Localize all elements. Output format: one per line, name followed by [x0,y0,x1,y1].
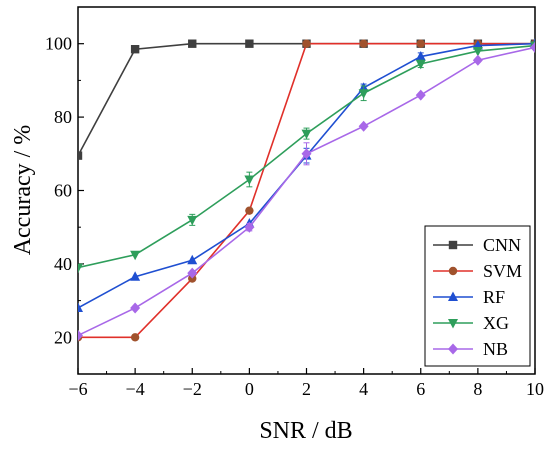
legend: CNN SVM RF XG NB [424,225,531,367]
data-point-nb [472,54,483,66]
data-point-svm [416,39,425,48]
data-point-nb [415,89,426,101]
series-nb [78,41,535,341]
legend-label: CNN [483,235,521,255]
series-layer [78,38,535,342]
legend-item-nb: NB [433,339,508,359]
legend-item-svm: SVM [433,261,522,281]
data-point-nb [530,41,535,53]
data-point-svm [302,39,311,48]
y-tick-label: 60 [54,181,72,201]
data-point-xg [78,263,83,274]
x-tick-label: −6 [68,379,87,399]
data-point-xg [358,89,369,99]
data-point-rf [415,51,426,61]
plot-area: −6 −4 −2 0 2 4 6 8 10 20 40 60 80 100 CNN SVM RF XG NB [45,6,544,399]
data-point-rf [78,302,83,312]
series-svm [78,39,535,342]
x-tick-label: 2 [302,379,311,399]
data-point-nb [130,302,141,314]
data-point-rf [187,254,198,265]
x-tick-label: 4 [359,379,368,399]
data-point-nb [187,267,198,279]
data-point-xg [130,250,141,261]
data-point-nb [358,120,369,132]
data-point-nb [244,221,255,233]
legend-marker [448,319,458,329]
x-tick-label: 0 [245,379,254,399]
data-point-rf [130,271,141,281]
x-tick-label: 10 [526,379,544,399]
data-point-cnn [245,39,254,48]
legend-marker [448,343,458,355]
legend-label: NB [483,339,508,359]
legend-marker [448,291,458,301]
legend-item-cnn: CNN [433,235,521,255]
x-tick-label: 6 [416,379,425,399]
series-xg [78,41,535,274]
y-axis-label: Accuracy / % [10,125,36,256]
data-point-xg [301,129,312,140]
x-tick-label: −2 [183,379,202,399]
y-tick-label: 20 [54,327,72,347]
series-cnn [78,39,535,160]
data-point-xg [244,175,255,185]
legend-label: XG [483,313,509,333]
legend-marker [448,266,458,276]
y-tick-label: 100 [45,34,72,54]
x-axis-label: SNR / dB [259,418,352,444]
x-tick-label: 8 [473,379,482,399]
data-point-xg [415,59,426,70]
x-tick-label: −4 [126,379,145,399]
legend-item-rf: RF [433,287,505,307]
data-point-svm [359,39,368,48]
data-point-svm [245,206,254,215]
data-point-xg [472,47,483,57]
legend-box [424,225,531,367]
data-point-xg [187,215,198,226]
data-point-cnn [188,39,197,48]
legend-label: RF [483,287,505,307]
data-point-svm [130,333,140,342]
data-point-svm [188,274,197,283]
y-tick-label: 80 [54,107,72,127]
data-point-nb [301,148,312,160]
y-tick-label: 40 [54,254,72,274]
data-point-cnn [130,45,140,54]
legend-item-xg: XG [433,313,509,333]
data-point-nb [78,329,83,341]
legend-label: SVM [483,261,522,281]
data-point-cnn [78,151,83,160]
legend-marker [448,240,458,250]
